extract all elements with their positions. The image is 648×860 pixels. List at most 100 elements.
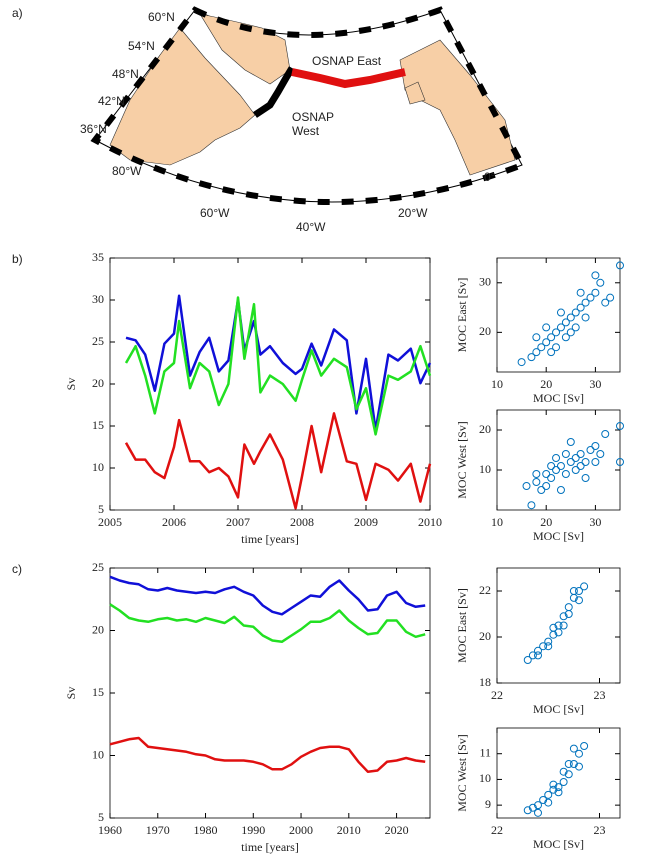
scatter-point — [616, 261, 624, 270]
y-tick-label: 20 — [479, 629, 491, 643]
lon-label: 0° — [484, 170, 496, 184]
plot-area — [496, 567, 621, 684]
y-tick-label: 11 — [479, 745, 491, 759]
scatter-point — [576, 303, 585, 312]
scatter-point — [601, 298, 610, 307]
scatter-point — [591, 458, 600, 466]
scatter-point — [564, 760, 573, 768]
y-tick-label: 30 — [479, 275, 491, 289]
scatter-point — [591, 288, 600, 297]
x-axis-label: MOC [Sv] — [533, 837, 584, 851]
x-tick-label: 1990 — [241, 823, 265, 837]
axes: 10 20 30 20 30 MOC [Sv] MOC East [Sv] — [455, 257, 624, 405]
scatter-point — [575, 596, 583, 605]
y-tick-label: 15 — [92, 418, 104, 432]
scatter-point — [561, 333, 570, 342]
scatter-point — [549, 785, 558, 794]
y-axis-label: Sv — [64, 687, 78, 700]
scatter-point — [549, 623, 558, 632]
x-tick-label: 23 — [594, 688, 606, 702]
scatter-point — [537, 343, 546, 352]
x-tick-label: 2010 — [418, 515, 442, 529]
series-line — [109, 736, 426, 774]
scatter-point — [532, 478, 541, 486]
scatter-point — [542, 338, 551, 347]
scatter-point — [596, 450, 605, 458]
lat-label: 54°N — [128, 39, 155, 53]
series-line — [109, 603, 426, 644]
lon-label: 80°W — [112, 164, 142, 178]
x-tick-label: 2020 — [385, 823, 409, 837]
scatter-point — [564, 610, 573, 618]
y-tick-label: 9 — [485, 797, 491, 811]
y-tick-label: 25 — [92, 334, 104, 348]
y-tick-label: 10 — [92, 747, 104, 761]
scatter-point — [571, 466, 580, 474]
y-tick-label: 20 — [479, 422, 491, 436]
scatter-point — [532, 470, 541, 478]
lat-label: 42°N — [98, 94, 125, 108]
lon-label: 40°W — [296, 220, 326, 234]
scatter-point — [559, 767, 568, 776]
scatter-point — [586, 293, 595, 302]
scatter-point — [539, 796, 548, 804]
scatter-point — [522, 482, 531, 490]
series-line — [109, 575, 426, 616]
scatter-point — [554, 628, 563, 637]
scatter-point — [542, 482, 551, 490]
scatter-point — [544, 798, 553, 807]
scatter-point — [552, 454, 561, 462]
map-panel: a) OSNAP East OSNAP West 60°N 54°N 48°N … — [12, 6, 527, 234]
scatter-point — [580, 742, 589, 750]
x-tick-label: 2010 — [337, 823, 361, 837]
osnap-east-label: OSNAP East — [312, 54, 382, 68]
scatter-point — [547, 333, 556, 342]
scatter-point — [569, 760, 578, 768]
x-tick-label: 1960 — [98, 823, 122, 837]
scatter-point — [575, 587, 583, 595]
scatter-point — [569, 744, 578, 753]
scatter-point — [576, 288, 585, 297]
scatter-point — [532, 333, 541, 342]
x-tick-label: 30 — [589, 515, 601, 529]
y-tick-label: 5 — [98, 810, 104, 824]
y-tick-label: 35 — [92, 250, 104, 264]
scatter-point — [564, 770, 573, 779]
scatter-point — [586, 446, 595, 454]
scatter-point — [601, 430, 610, 438]
y-tick-label: 30 — [92, 292, 104, 306]
scatter-point — [534, 801, 542, 810]
y-axis-label: Sv — [64, 378, 78, 391]
scatter-point — [580, 582, 589, 591]
scatter-point — [528, 651, 537, 660]
lon-label: 20°W — [398, 206, 428, 220]
axes: 22 23 18 20 22 MOC [Sv] MOC East [Sv] — [455, 567, 621, 716]
y-tick-label: 15 — [92, 685, 104, 699]
scatter-point — [554, 788, 563, 797]
scatter-point — [581, 458, 590, 466]
scatter-point — [616, 458, 624, 466]
scatter-point — [534, 651, 542, 660]
scatter-point — [559, 778, 568, 786]
x-axis-label: MOC [Sv] — [533, 529, 584, 543]
scatter-point — [527, 353, 536, 362]
scatter-point — [606, 293, 615, 302]
series-line — [124, 412, 432, 510]
y-tick-label: 22 — [479, 583, 491, 597]
axes: 1960 1970 1980 1990 2000 2010 2020 5 10 15 20 25 tim… — [12, 560, 431, 854]
scatter-point — [566, 438, 575, 446]
scatter-point — [556, 308, 565, 317]
scatter-point — [561, 450, 570, 458]
series-line — [125, 294, 432, 432]
scatter-point — [575, 762, 583, 771]
land-british-isles — [404, 81, 426, 105]
scatter-point — [566, 328, 575, 337]
lat-label: 36°N — [80, 122, 107, 136]
x-tick-label: 2008 — [290, 515, 314, 529]
x-tick-label: 2006 — [162, 515, 186, 529]
x-tick-label: 22 — [491, 688, 503, 702]
scatter-point — [581, 474, 590, 482]
scatter-point — [523, 806, 532, 815]
